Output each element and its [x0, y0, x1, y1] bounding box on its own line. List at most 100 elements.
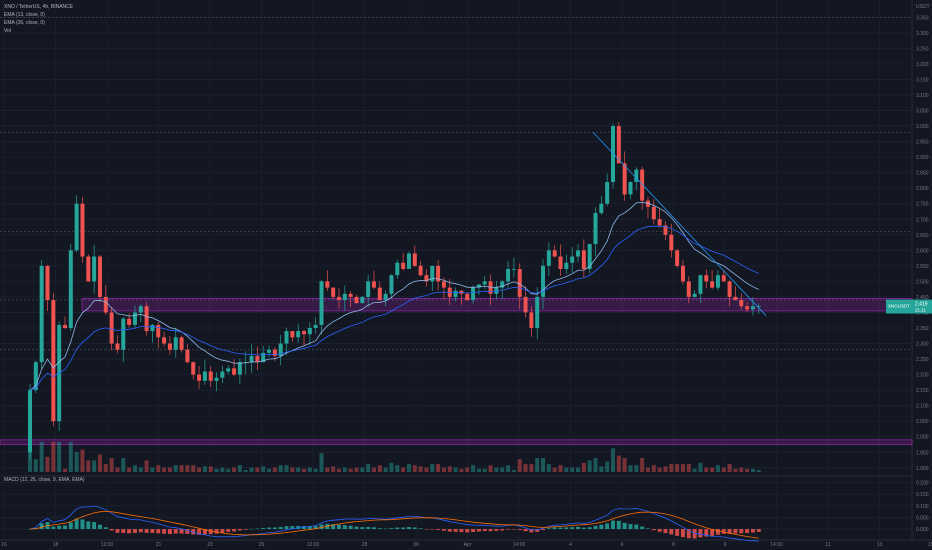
macd-hist-bar — [57, 525, 62, 530]
macd-hist-bar — [331, 524, 336, 530]
volume-bar — [628, 465, 633, 472]
candle-body — [500, 281, 505, 288]
candle-body — [488, 281, 493, 294]
candle-body — [138, 306, 143, 313]
price-tick-label: 3.350 — [916, 15, 929, 21]
macd-hist-bar — [342, 525, 347, 530]
volume-bar — [45, 456, 50, 472]
macd-legend: MACD (12, 26, close, 9, EMA, EMA) — [4, 477, 85, 483]
volume-bar — [622, 458, 627, 472]
candle-body — [651, 206, 656, 220]
volume-bar — [302, 468, 307, 472]
macd-hist-bar — [459, 529, 464, 533]
macd-tick-label: 0.050 — [916, 515, 929, 521]
price-badge-time: 21:11 — [915, 308, 926, 313]
candle-body — [167, 343, 172, 350]
macd-hist-bar — [208, 529, 213, 535]
candle-body — [576, 250, 581, 257]
macd-hist-bar — [290, 526, 295, 530]
price-tick-label: 2.000 — [916, 435, 929, 441]
macd-hist-bar — [237, 529, 242, 531]
candle-body — [214, 377, 219, 381]
volume-bar — [272, 467, 277, 472]
volume-bar — [558, 465, 563, 472]
candle-body — [202, 371, 207, 381]
macd-hist-bar — [675, 529, 680, 536]
time-tick-label: 25 — [259, 542, 265, 548]
candle-body — [686, 281, 691, 297]
price-tick-label: 3.200 — [916, 62, 929, 68]
macd-hist-bar — [517, 529, 522, 530]
time-tick-label: 30 — [413, 542, 419, 548]
volume-bar — [360, 467, 365, 472]
macd-hist-bar — [552, 527, 557, 530]
volume-bar — [663, 466, 668, 472]
macd-hist-bar — [622, 522, 627, 530]
macd-hist-bar — [669, 529, 674, 535]
volume-bar — [616, 455, 621, 472]
candle-body — [278, 343, 283, 356]
macd-hist-bar — [605, 523, 610, 530]
candle-body — [558, 256, 563, 269]
macd-hist-bar — [278, 526, 283, 530]
volume-legend: Vol — [4, 28, 11, 34]
candle-body — [371, 281, 376, 288]
macd-hist-bar — [447, 529, 452, 532]
candle-body — [307, 327, 312, 335]
macd-hist-bar — [313, 526, 318, 530]
candle-body — [727, 281, 732, 297]
volume-bar — [132, 465, 137, 472]
candle-body — [220, 371, 225, 378]
volume-bar — [529, 464, 534, 472]
candle-body — [675, 250, 680, 266]
volume-bar — [319, 453, 324, 472]
macd-hist-bar — [628, 524, 633, 530]
volume-bar — [424, 467, 429, 472]
macd-hist-bar — [249, 528, 254, 530]
price-tick-label: 2.050 — [916, 419, 929, 425]
macd-hist-bar — [476, 529, 481, 532]
volume-bar — [436, 464, 441, 472]
macd-hist-bar — [710, 529, 715, 536]
volume-bar — [634, 465, 639, 472]
volume-bar — [325, 467, 330, 472]
candle-body — [453, 290, 458, 297]
macd-tick-label: 0.150 — [916, 492, 929, 498]
candle-body — [692, 293, 697, 297]
price-tick-label: 2.500 — [916, 279, 929, 285]
macd-hist-bar — [267, 527, 272, 530]
volume-bar — [570, 467, 575, 472]
macd-hist-bar — [546, 528, 551, 530]
price-tick-label: 2.200 — [916, 373, 929, 379]
symbol-legend: XNO / TetherUS, 4h, BINANCE — [4, 4, 74, 10]
volume-bar — [121, 458, 126, 472]
macd-hist-bar — [494, 529, 499, 531]
macd-hist-bar — [389, 528, 394, 530]
candle-body — [745, 306, 750, 310]
time-tick-label: 14:00 — [770, 542, 783, 548]
macd-hist-bar — [593, 525, 598, 530]
volume-bar — [342, 467, 347, 472]
candle-body — [319, 281, 324, 325]
candle-body — [45, 265, 50, 301]
candle-body — [529, 312, 534, 328]
volume-bar — [371, 467, 376, 472]
volume-bar — [97, 454, 102, 472]
price-tick-label: 2.600 — [916, 248, 929, 254]
price-tick-label: 3.150 — [916, 77, 929, 83]
candle-body — [517, 268, 522, 297]
macd-hist-bar — [558, 527, 563, 530]
candle-body — [634, 169, 639, 182]
volume-bar — [74, 452, 79, 472]
macd-hist-bar — [611, 520, 615, 530]
volume-bar — [336, 468, 341, 472]
candle-body — [173, 337, 178, 350]
volume-bar — [138, 467, 143, 472]
candle-body — [325, 281, 330, 288]
price-tick-label: 2.550 — [916, 264, 929, 270]
volume-bar — [488, 465, 493, 472]
volume-bar — [167, 467, 172, 472]
candle-body — [360, 296, 365, 304]
macd-hist-bar — [529, 529, 534, 533]
